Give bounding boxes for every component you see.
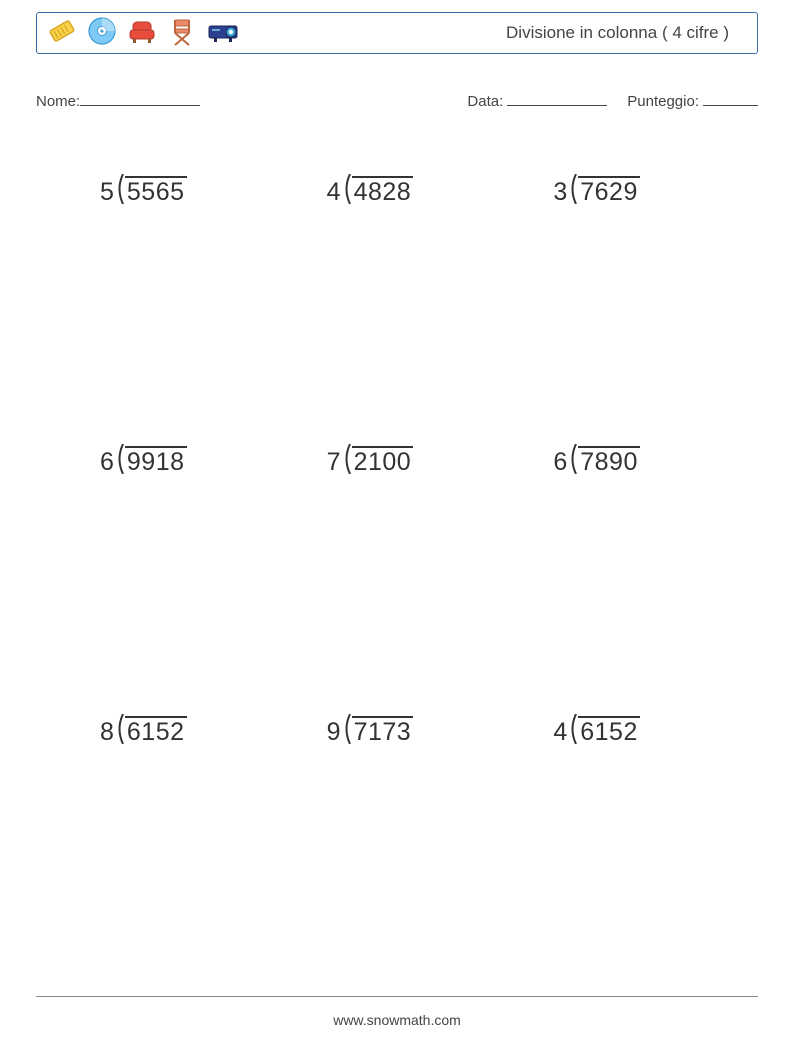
chair-icon bbox=[165, 14, 199, 53]
divisor: 6 bbox=[553, 448, 568, 477]
divisor: 8 bbox=[100, 718, 115, 747]
problems-grid: 5 5565 4 4828 3 7629 6 9918 7 2100 bbox=[60, 150, 740, 960]
dividend: 9918 bbox=[125, 446, 187, 477]
dividend: 5565 bbox=[125, 176, 187, 207]
dividend: 2100 bbox=[352, 446, 414, 477]
dividend: 7629 bbox=[578, 176, 640, 207]
dividend: 6152 bbox=[125, 716, 187, 747]
divisor: 4 bbox=[553, 718, 568, 747]
score-blank bbox=[703, 88, 758, 106]
cd-icon bbox=[85, 14, 119, 53]
problem: 4 4828 bbox=[287, 150, 514, 420]
sofa-icon bbox=[125, 14, 159, 53]
problem: 7 2100 bbox=[287, 420, 514, 690]
name-blank bbox=[80, 88, 200, 106]
problem: 8 6152 bbox=[60, 690, 287, 960]
projector-icon bbox=[205, 14, 245, 53]
name-field: Nome: bbox=[36, 88, 200, 110]
long-division: 4 6152 bbox=[553, 710, 640, 747]
score-label: Punteggio: bbox=[627, 93, 699, 110]
divisor: 6 bbox=[100, 448, 115, 477]
long-division: 7 2100 bbox=[327, 440, 414, 477]
problem: 4 6152 bbox=[513, 690, 740, 960]
problem: 6 7890 bbox=[513, 420, 740, 690]
long-division: 6 9918 bbox=[100, 440, 187, 477]
long-division: 9 7173 bbox=[327, 710, 414, 747]
header-icons bbox=[45, 14, 245, 53]
footer-text: www.snowmath.com bbox=[0, 1012, 794, 1028]
divisor: 4 bbox=[327, 178, 342, 207]
info-line: Nome: Data: Punteggio: bbox=[36, 88, 758, 110]
problem: 5 5565 bbox=[60, 150, 287, 420]
date-blank bbox=[507, 88, 607, 106]
long-division: 5 5565 bbox=[100, 170, 187, 207]
long-division: 8 6152 bbox=[100, 710, 187, 747]
divisor: 5 bbox=[100, 178, 115, 207]
problem: 3 7629 bbox=[513, 150, 740, 420]
long-division: 4 4828 bbox=[327, 170, 414, 207]
divisor: 7 bbox=[327, 448, 342, 477]
problem: 6 9918 bbox=[60, 420, 287, 690]
footer-rule bbox=[36, 996, 758, 997]
dividend: 7890 bbox=[578, 446, 640, 477]
ticket-icon bbox=[45, 14, 79, 53]
divisor: 3 bbox=[553, 178, 568, 207]
divisor: 9 bbox=[327, 718, 342, 747]
worksheet-title: Divisione in colonna ( 4 cifre ) bbox=[506, 23, 749, 43]
long-division: 6 7890 bbox=[553, 440, 640, 477]
problem: 9 7173 bbox=[287, 690, 514, 960]
header-box: Divisione in colonna ( 4 cifre ) bbox=[36, 12, 758, 54]
dividend: 6152 bbox=[578, 716, 640, 747]
date-label: Data: bbox=[467, 93, 503, 110]
dividend: 4828 bbox=[352, 176, 414, 207]
dividend: 7173 bbox=[352, 716, 414, 747]
name-label: Nome: bbox=[36, 93, 80, 110]
long-division: 3 7629 bbox=[553, 170, 640, 207]
